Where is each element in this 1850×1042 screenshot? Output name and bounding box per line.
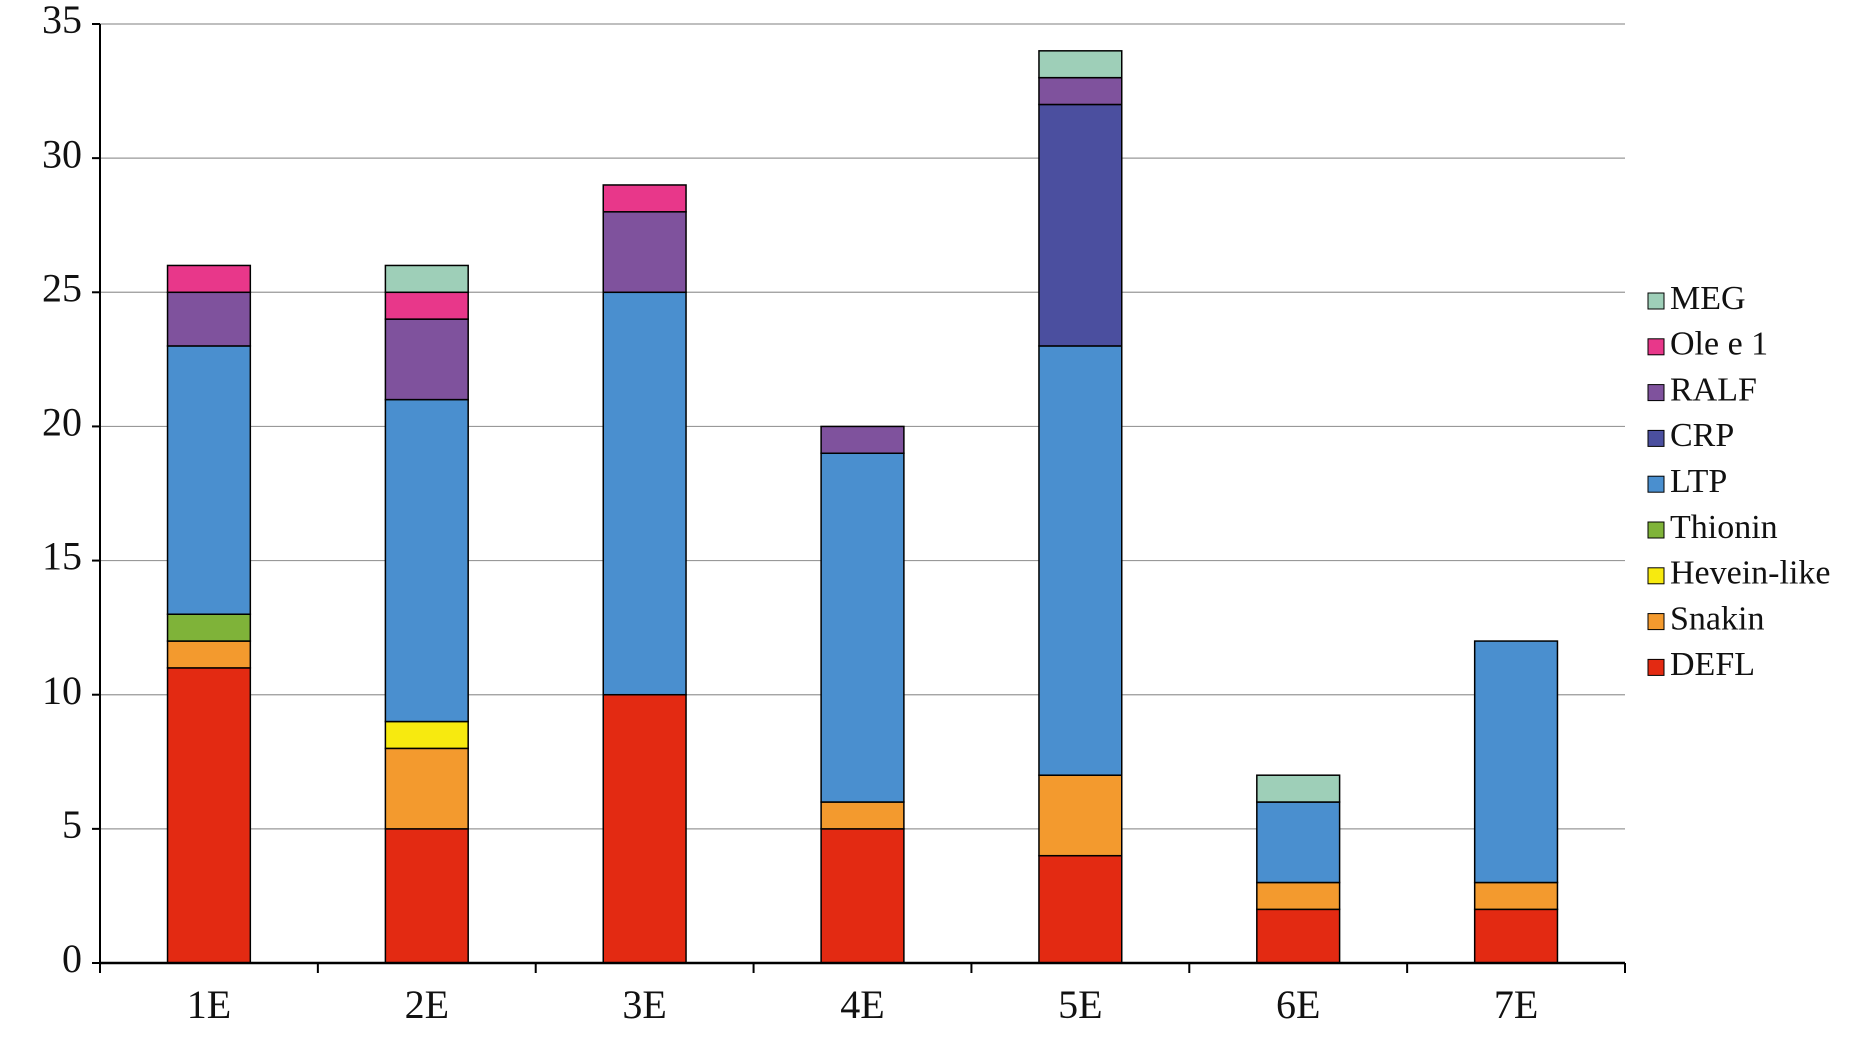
y-tick-label: 30 xyxy=(42,131,82,176)
legend-label: LTP xyxy=(1670,463,1727,500)
bar-segment xyxy=(166,345,252,615)
bar-segment xyxy=(166,640,252,669)
y-tick-label: 5 xyxy=(62,802,82,847)
bar-segment xyxy=(602,211,687,294)
bar-segment xyxy=(820,452,905,803)
y-tick-label: 15 xyxy=(42,534,82,579)
bar-segment xyxy=(602,184,687,213)
legend-swatch xyxy=(1647,429,1665,447)
legend-label: DEFL xyxy=(1670,646,1755,683)
x-tick-label: 2E xyxy=(405,982,449,1027)
legend-swatch xyxy=(1647,658,1665,676)
bar-segment xyxy=(384,291,469,320)
x-tick-label: 1E xyxy=(187,982,231,1027)
bar-segment xyxy=(602,693,687,964)
bar-segment xyxy=(384,398,469,723)
bar-segment xyxy=(1256,801,1341,884)
bar-segment xyxy=(1038,774,1123,857)
bar-segment xyxy=(1256,774,1341,803)
bar-segment xyxy=(820,828,905,964)
x-tick-label: 7E xyxy=(1494,982,1538,1027)
bar-segment xyxy=(820,801,905,830)
bar-segment xyxy=(820,425,905,455)
legend-label: CRP xyxy=(1670,417,1734,454)
bar-segment xyxy=(384,318,469,401)
bar-segment xyxy=(1038,345,1123,776)
bar-segment xyxy=(1256,908,1341,964)
bar-segment xyxy=(166,613,252,642)
y-tick-label: 10 xyxy=(42,668,82,713)
legend-swatch xyxy=(1647,292,1665,310)
bar-segment xyxy=(1473,908,1559,964)
legend-swatch xyxy=(1647,338,1665,356)
bar-segment xyxy=(166,291,252,347)
bar-segment xyxy=(1038,103,1123,347)
legend-label: RALF xyxy=(1670,371,1757,408)
legend-label: MEG xyxy=(1670,280,1746,317)
legend-label: Snakin xyxy=(1670,600,1764,637)
bar-segment xyxy=(384,828,469,964)
x-tick-label: 3E xyxy=(622,982,666,1027)
x-tick-label: 6E xyxy=(1276,982,1320,1027)
legend-swatch xyxy=(1647,567,1665,585)
y-tick-label: 0 xyxy=(62,936,82,981)
legend-swatch xyxy=(1647,384,1665,402)
bar-segment xyxy=(384,747,469,830)
y-tick-label: 20 xyxy=(42,400,82,445)
bar-segment xyxy=(384,264,469,294)
legend-swatch xyxy=(1647,521,1665,539)
y-tick-label: 25 xyxy=(42,265,82,310)
bar-segment xyxy=(1473,881,1559,911)
bar-segment xyxy=(1038,854,1123,964)
legend-label: Hevein-like xyxy=(1670,555,1831,592)
legend-label: Ole e 1 xyxy=(1670,326,1768,363)
y-tick-label: 35 xyxy=(42,0,82,42)
legend-swatch xyxy=(1647,475,1665,493)
bar-segment xyxy=(1038,50,1123,79)
bar-segment xyxy=(1473,640,1559,884)
x-tick-label: 5E xyxy=(1058,982,1102,1027)
bar-segment xyxy=(1038,76,1123,106)
bar-segment xyxy=(602,291,687,696)
legend-label: Thionin xyxy=(1670,509,1778,546)
legend-swatch xyxy=(1647,613,1665,631)
x-tick-label: 4E xyxy=(840,982,884,1027)
bar-segment xyxy=(1256,881,1341,911)
bar-segment xyxy=(166,667,252,964)
bar-segment xyxy=(166,264,252,294)
bar-segment xyxy=(384,720,469,750)
